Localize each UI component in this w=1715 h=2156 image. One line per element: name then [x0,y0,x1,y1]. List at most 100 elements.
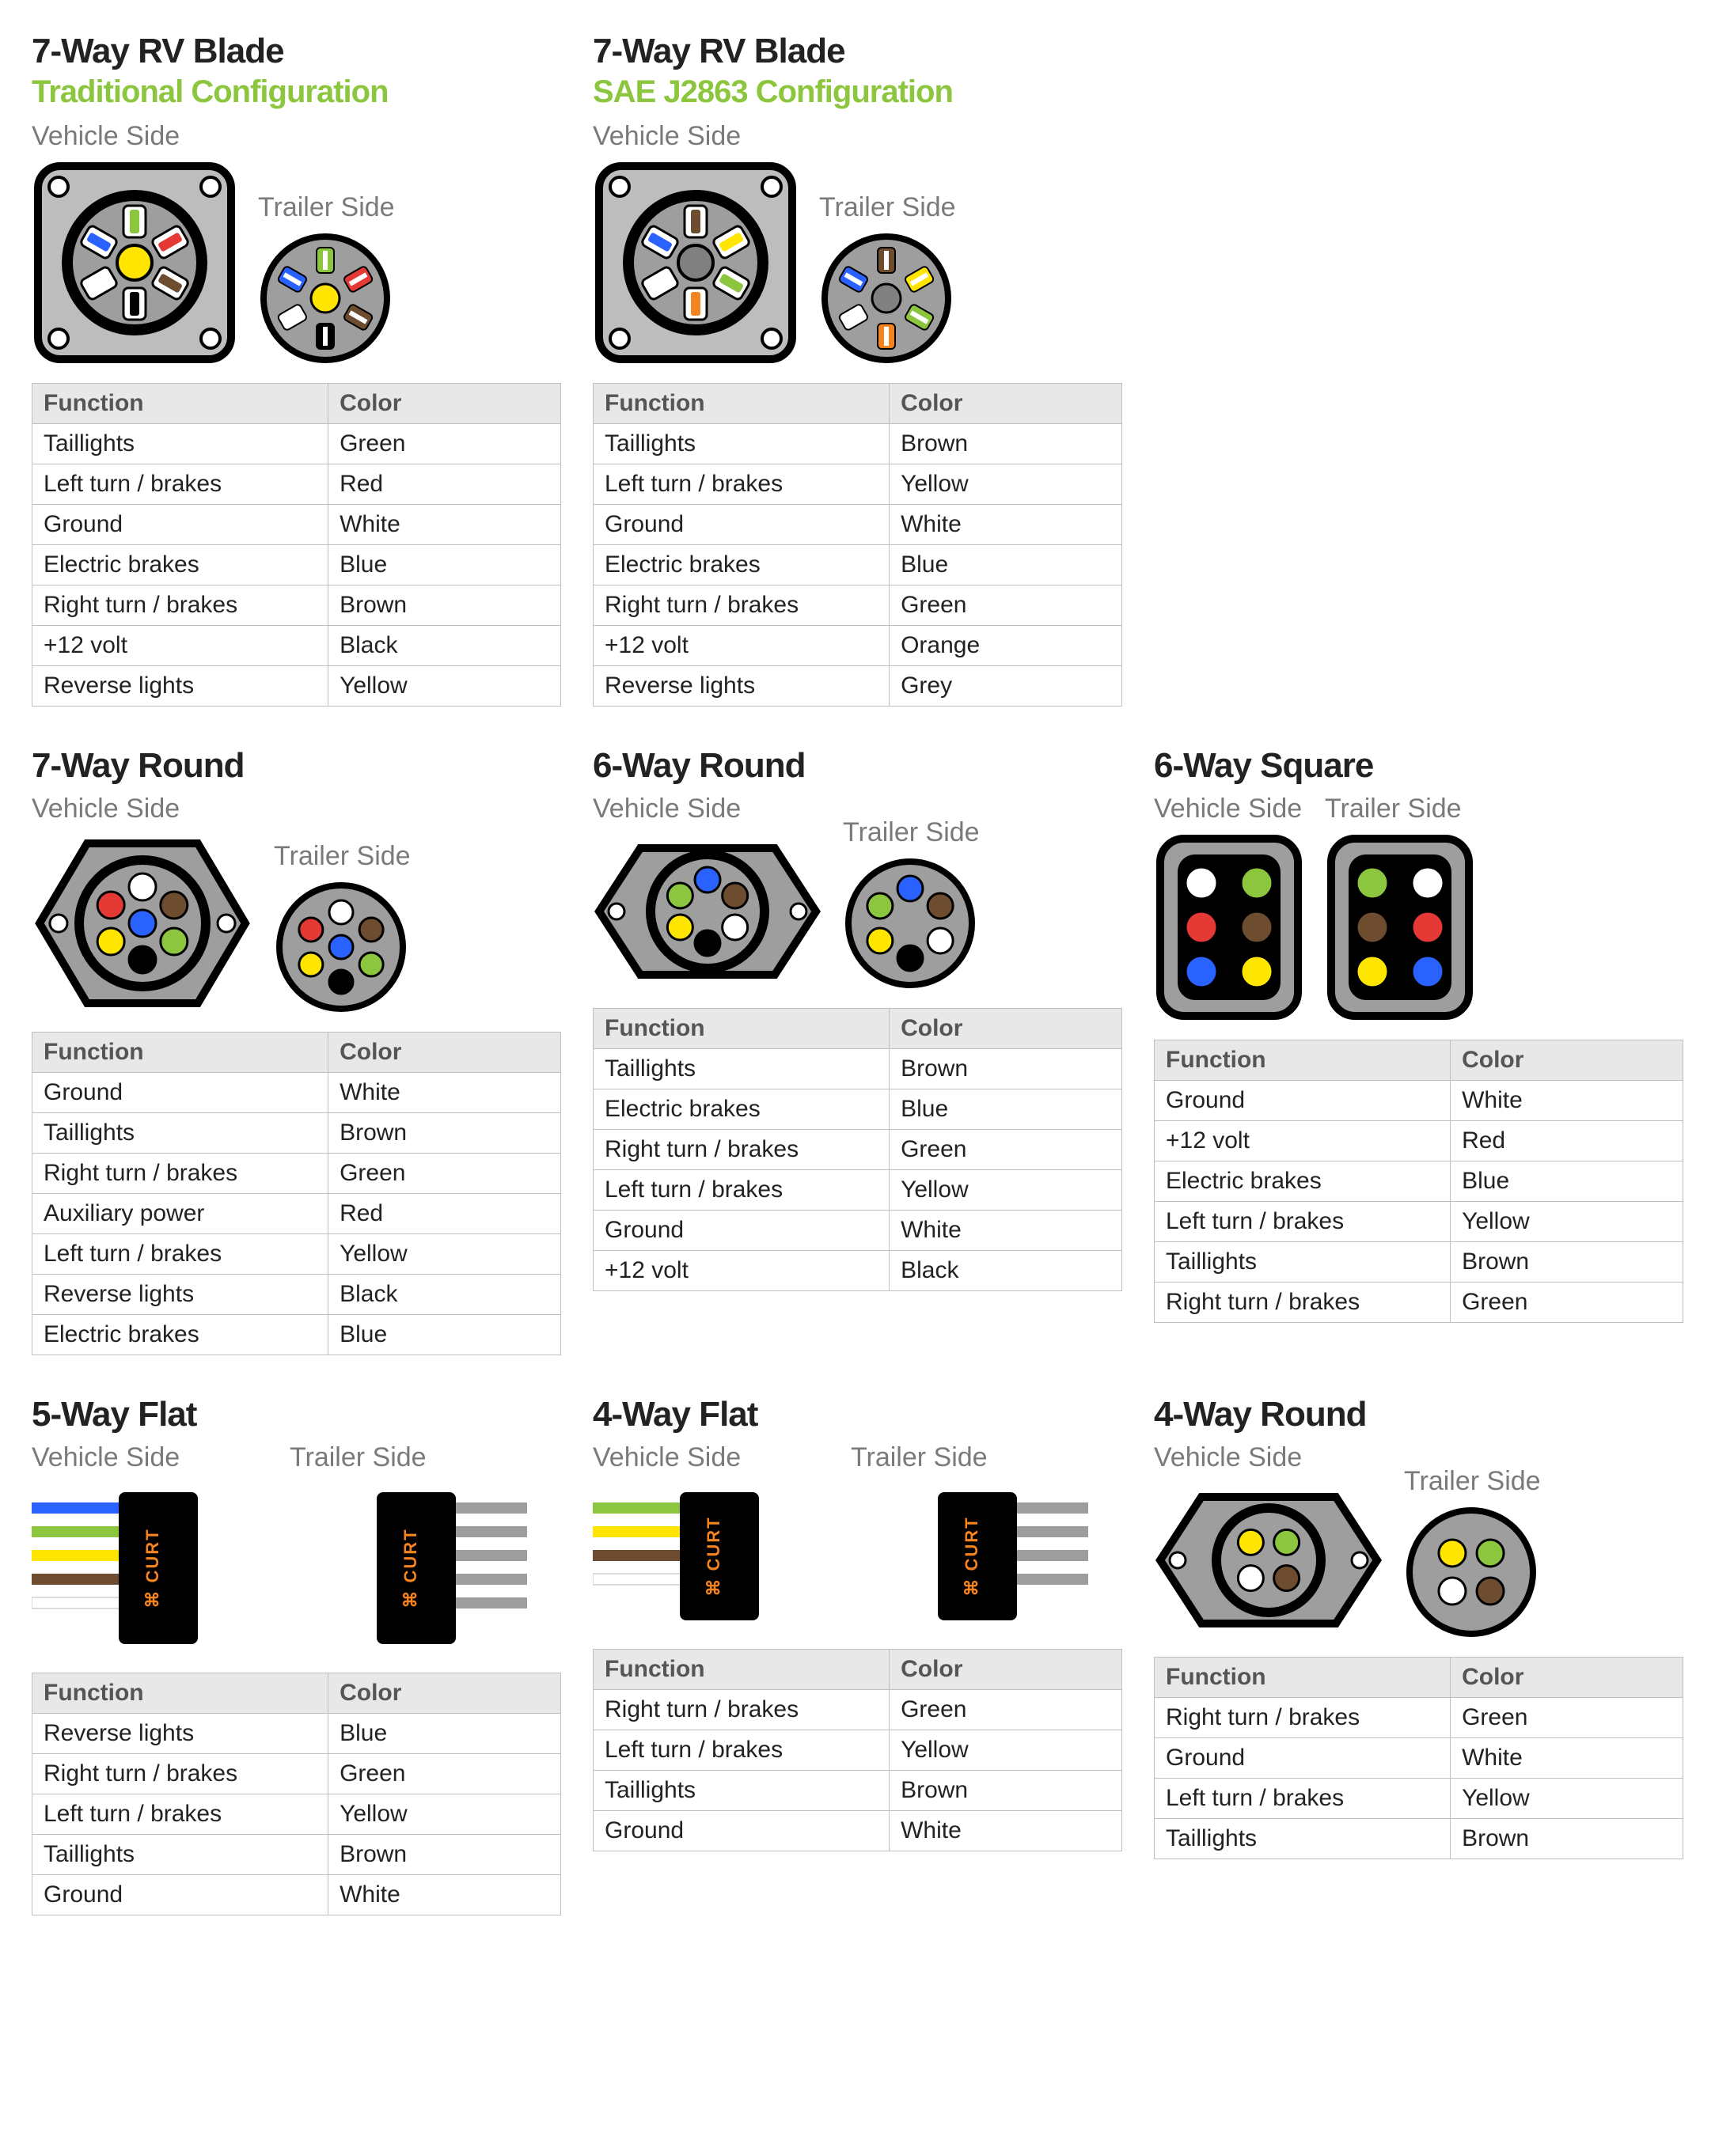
vehicle-side-label: Vehicle Side [593,794,822,824]
table-row: TaillightsBrown [32,1113,561,1154]
trailer-side: Trailer Side⌘ CURT [851,1442,1088,1631]
cell-function: Taillights [32,1835,328,1875]
cell-color: Red [328,464,561,505]
vehicle-side: Vehicle Side [32,794,253,1014]
table-row: TaillightsBrown [1155,1819,1683,1859]
panel-4way-flat: 4-Way Flat Vehicle Side⌘ CURTTrailer Side… [593,1395,1122,1851]
cell-function: Reverse lights [32,1275,328,1315]
trailer-diagram [843,856,977,991]
function-table: FunctionColorGroundWhite+12 voltRedElect… [1154,1040,1683,1323]
table-row: Right turn / brakesGreen [594,585,1122,626]
vehicle-diagram: ⌘ CURT [593,1481,830,1631]
table-row: Electric brakesBlue [32,545,561,585]
cell-function: Electric brakes [1155,1161,1451,1202]
panel-rv-blade-trad: 7-Way RV BladeTraditional ConfigurationV… [32,32,561,707]
function-table: FunctionColorRight turn / brakesGreenLef… [593,1649,1122,1851]
cell-function: Reverse lights [32,1714,328,1754]
cell-color: Green [328,1154,561,1194]
table-row: Reverse lightsGrey [594,666,1122,707]
panel-4way-round: 4-Way RoundVehicle SideTrailer SideFunct… [1154,1395,1683,1859]
trailer-side: Trailer Side [819,192,956,366]
cell-function: Taillights [594,1049,890,1089]
trailer-side-label: Trailer Side [1404,1466,1541,1497]
diagram-row: Vehicle Side Trailer Side [593,794,1122,991]
col-function: Function [594,1009,890,1049]
cell-color: Black [890,1251,1122,1291]
trailer-side: Trailer Side [258,192,395,366]
function-table: FunctionColorTaillightsBrownElectric bra… [593,1008,1122,1291]
diagram-row: Vehicle SideTrailer Side [1154,1442,1683,1639]
table-row: Auxiliary powerRed [32,1194,561,1234]
vehicle-side-label: Vehicle Side [32,794,253,824]
cell-color: Brown [890,1771,1122,1811]
cell-color: White [1451,1738,1683,1779]
vehicle-diagram [593,160,799,366]
cell-color: Black [328,1275,561,1315]
vehicle-side: Vehicle Side⌘ CURT [32,1442,269,1655]
svg-text:⌘ CURT: ⌘ CURT [400,1528,420,1608]
col-color: Color [328,384,561,424]
panel-title: 4-Way Flat [593,1395,1122,1434]
vehicle-side: Vehicle Side [593,121,799,366]
cell-function: +12 volt [1155,1121,1451,1161]
cell-color: Black [328,626,561,666]
cell-color: White [890,1211,1122,1251]
trailer-diagram: ⌘ CURT [851,1481,1088,1631]
vehicle-side: Vehicle Side [593,794,822,991]
col-function: Function [594,1650,890,1690]
table-row: GroundWhite [32,1875,561,1915]
table-row: Left turn / brakesYellow [1155,1779,1683,1819]
vehicle-side-label: Vehicle Side [32,121,237,152]
table-row: Right turn / brakesGreen [1155,1698,1683,1738]
table-row: GroundWhite [594,505,1122,545]
col-color: Color [1451,1040,1683,1081]
cell-function: Left turn / brakes [594,1730,890,1771]
vehicle-diagram [32,160,237,366]
col-function: Function [32,384,328,424]
table-row: GroundWhite [32,505,561,545]
cell-function: Taillights [594,1771,890,1811]
trailer-side-label: Trailer Side [843,817,980,848]
trailer-side: Trailer Side [274,841,411,1014]
col-function: Function [1155,1040,1451,1081]
table-row: Left turn / brakesYellow [594,1170,1122,1211]
cell-function: Ground [1155,1738,1451,1779]
table-row: Reverse lightsBlue [32,1714,561,1754]
panel-6way-round: 6-Way RoundVehicle SideTrailer SideFunct… [593,746,1122,1291]
cell-color: Green [890,585,1122,626]
trailer-side-label: Trailer Side [274,841,411,872]
cell-color: Green [328,1754,561,1794]
col-color: Color [890,1650,1122,1690]
cell-function: Taillights [32,424,328,464]
cell-function: Reverse lights [594,666,890,707]
vehicle-diagram: ⌘ CURT [32,1481,269,1655]
cell-color: Green [1451,1698,1683,1738]
cell-color: Green [328,424,561,464]
cell-color: Green [890,1690,1122,1730]
table-row: Left turn / brakesYellow [594,1730,1122,1771]
vehicle-side-label: Vehicle Side [1154,794,1304,824]
cell-color: White [328,1073,561,1113]
svg-text:⌘ CURT: ⌘ CURT [962,1516,981,1596]
cell-function: +12 volt [32,626,328,666]
cell-color: Yellow [890,1730,1122,1771]
vehicle-side: Vehicle Side⌘ CURT [593,1442,830,1631]
vehicle-diagram [1154,1481,1383,1639]
table-row: +12 voltRed [1155,1121,1683,1161]
table-row: TaillightsGreen [32,424,561,464]
cell-color: Yellow [890,1170,1122,1211]
diagram-row: Vehicle Side⌘ CURTTrailer Side⌘ CURT [593,1442,1122,1631]
cell-function: Ground [594,505,890,545]
cell-function: Right turn / brakes [1155,1283,1451,1323]
cell-color: Brown [328,585,561,626]
table-row: Right turn / brakesGreen [594,1690,1122,1730]
table-row: GroundWhite [594,1811,1122,1851]
panel-title: 6-Way Square [1154,746,1683,786]
table-row: Electric brakesBlue [594,1089,1122,1130]
function-table: FunctionColorTaillightsBrownLeft turn / … [593,383,1122,707]
cell-function: Ground [32,1073,328,1113]
cell-color: Yellow [1451,1202,1683,1242]
cell-color: White [890,1811,1122,1851]
cell-color: Blue [328,545,561,585]
panel-6way-square: 6-Way SquareVehicle SideTrailer SideFunc… [1154,746,1683,1323]
